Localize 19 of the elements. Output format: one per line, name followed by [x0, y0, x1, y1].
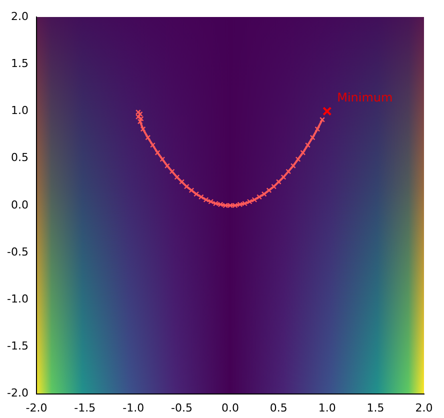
- x-tick-label: 1.5: [366, 401, 384, 414]
- x-tick-label: -1.0: [122, 401, 144, 414]
- x-tick-label: 2.0: [415, 401, 433, 414]
- y-tick-label: -2.0: [6, 386, 28, 400]
- y-tick-label: 2.0: [10, 10, 28, 23]
- x-tick-label: -1.5: [74, 401, 96, 414]
- y-tick-label: 1.5: [10, 56, 28, 70]
- y-tick-label: 1.0: [10, 104, 28, 118]
- y-tick-label: -1.5: [6, 340, 28, 353]
- x-tick-label: -0.5: [171, 401, 193, 414]
- x-tick-label: 1.0: [318, 401, 336, 414]
- x-tick-label: 0.5: [270, 401, 288, 414]
- y-tick-label: 0.0: [10, 198, 28, 212]
- annotation: Minimum: [337, 90, 393, 104]
- y-tick-label: -0.5: [6, 245, 28, 258]
- y-tick-label: -1.0: [6, 292, 28, 306]
- x-tick-label: -2.0: [26, 401, 48, 414]
- y-tick-label: 0.5: [10, 151, 28, 164]
- x-tick-label: 0.0: [221, 401, 239, 414]
